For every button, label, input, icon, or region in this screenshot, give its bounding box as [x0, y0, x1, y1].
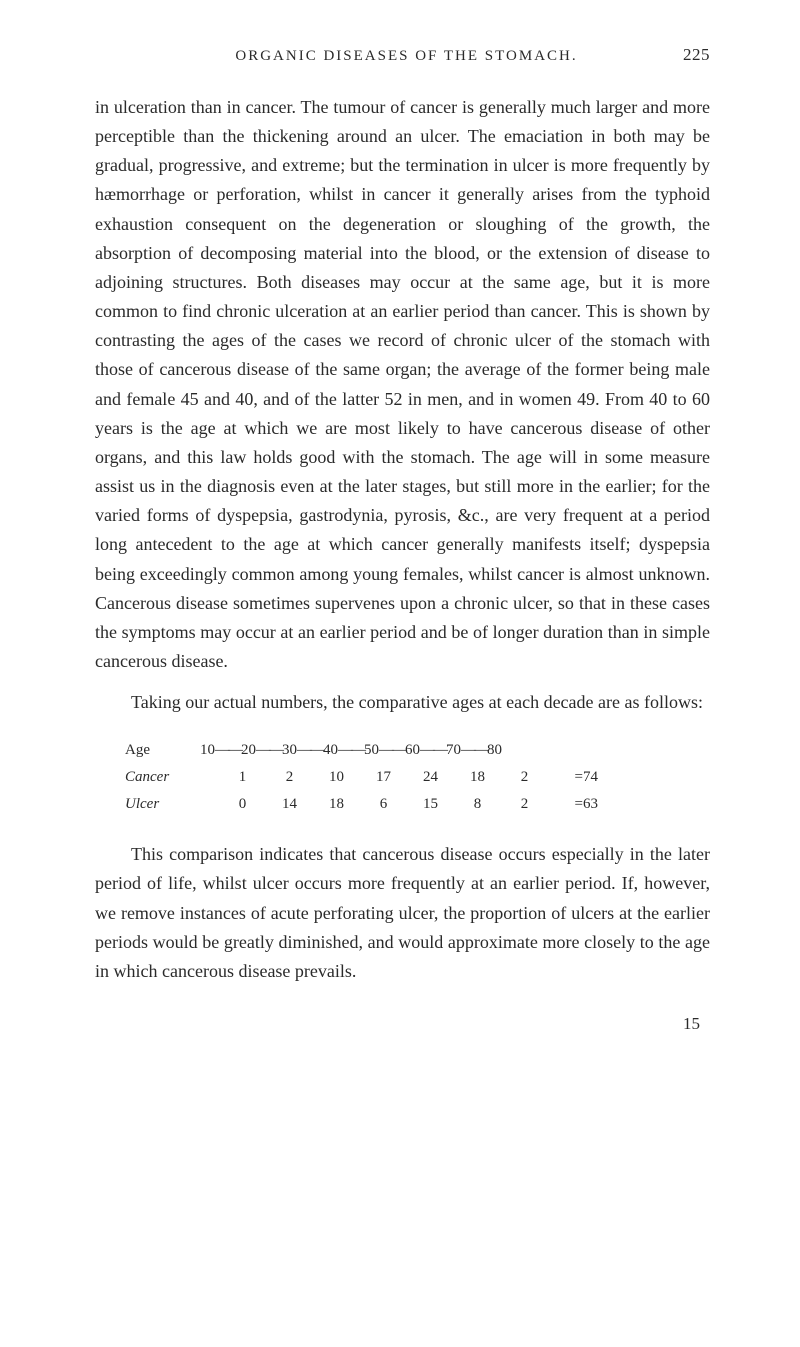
age-label: Age	[125, 737, 200, 764]
age-value: 70	[446, 737, 461, 764]
data-total: =63	[548, 791, 598, 818]
age-value: 40	[323, 737, 338, 764]
age-dash: ——	[215, 737, 241, 764]
row-label-ulcer: Ulcer	[125, 791, 200, 818]
data-cell: 24	[407, 764, 454, 791]
age-value: 80	[487, 737, 502, 764]
data-cell: 18	[454, 764, 501, 791]
age-scale: 10 —— 20 —— 30 —— 40 —— 50 —— 60 —— 70 —…	[200, 737, 502, 764]
data-cell: 0	[219, 791, 266, 818]
age-value: 30	[282, 737, 297, 764]
data-cell: 6	[360, 791, 407, 818]
data-cell: 2	[266, 764, 313, 791]
table-row: Cancer 1 2 10 17 24 18 2 =74	[125, 764, 710, 791]
data-total: =74	[548, 764, 598, 791]
running-title: ORGANIC DISEASES OF THE STOMACH.	[130, 48, 683, 65]
age-value: 20	[241, 737, 256, 764]
age-dash: ——	[256, 737, 282, 764]
data-cell: 8	[454, 791, 501, 818]
age-dash: ——	[338, 737, 364, 764]
data-cell: 10	[313, 764, 360, 791]
age-dash: ——	[379, 737, 405, 764]
paragraph-3: This comparison indicates that cancerous…	[95, 840, 710, 986]
age-comparison-table: Age 10 —— 20 —— 30 —— 40 —— 50 —— 60 —— …	[125, 737, 710, 818]
table-header-row: Age 10 —— 20 —— 30 —— 40 —— 50 —— 60 —— …	[125, 737, 710, 764]
age-dash: ——	[297, 737, 323, 764]
age-dash: ——	[461, 737, 487, 764]
data-cell: 15	[407, 791, 454, 818]
paragraph-1: in ulceration than in cancer. The tumour…	[95, 93, 710, 676]
data-cell: 2	[501, 764, 548, 791]
signature-number: 15	[95, 1014, 710, 1034]
table-row: Ulcer 0 14 18 6 15 8 2 =63	[125, 791, 710, 818]
age-value: 60	[405, 737, 420, 764]
data-cell: 18	[313, 791, 360, 818]
data-cell: 17	[360, 764, 407, 791]
age-value: 50	[364, 737, 379, 764]
page-number: 225	[683, 45, 710, 65]
age-value: 10	[200, 737, 215, 764]
paragraph-2: Taking our actual numbers, the comparati…	[95, 688, 710, 717]
data-cell: 14	[266, 791, 313, 818]
age-dash: ——	[420, 737, 446, 764]
data-cell: 1	[219, 764, 266, 791]
row-label-cancer: Cancer	[125, 764, 200, 791]
page-header: ORGANIC DISEASES OF THE STOMACH. 225	[95, 45, 710, 65]
data-cell: 2	[501, 791, 548, 818]
